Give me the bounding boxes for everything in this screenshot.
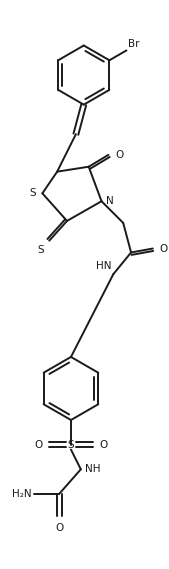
Text: O: O: [55, 522, 63, 533]
Text: O: O: [34, 440, 42, 450]
Text: O: O: [115, 150, 124, 160]
Text: S: S: [38, 245, 44, 254]
Text: O: O: [100, 440, 108, 450]
Text: S: S: [30, 188, 37, 199]
Text: O: O: [160, 244, 168, 254]
Text: HN: HN: [96, 261, 111, 271]
Text: H₂N: H₂N: [12, 489, 32, 499]
Text: S: S: [68, 440, 74, 450]
Text: N: N: [106, 196, 114, 206]
Text: NH: NH: [85, 464, 100, 475]
Text: Br: Br: [128, 39, 140, 50]
